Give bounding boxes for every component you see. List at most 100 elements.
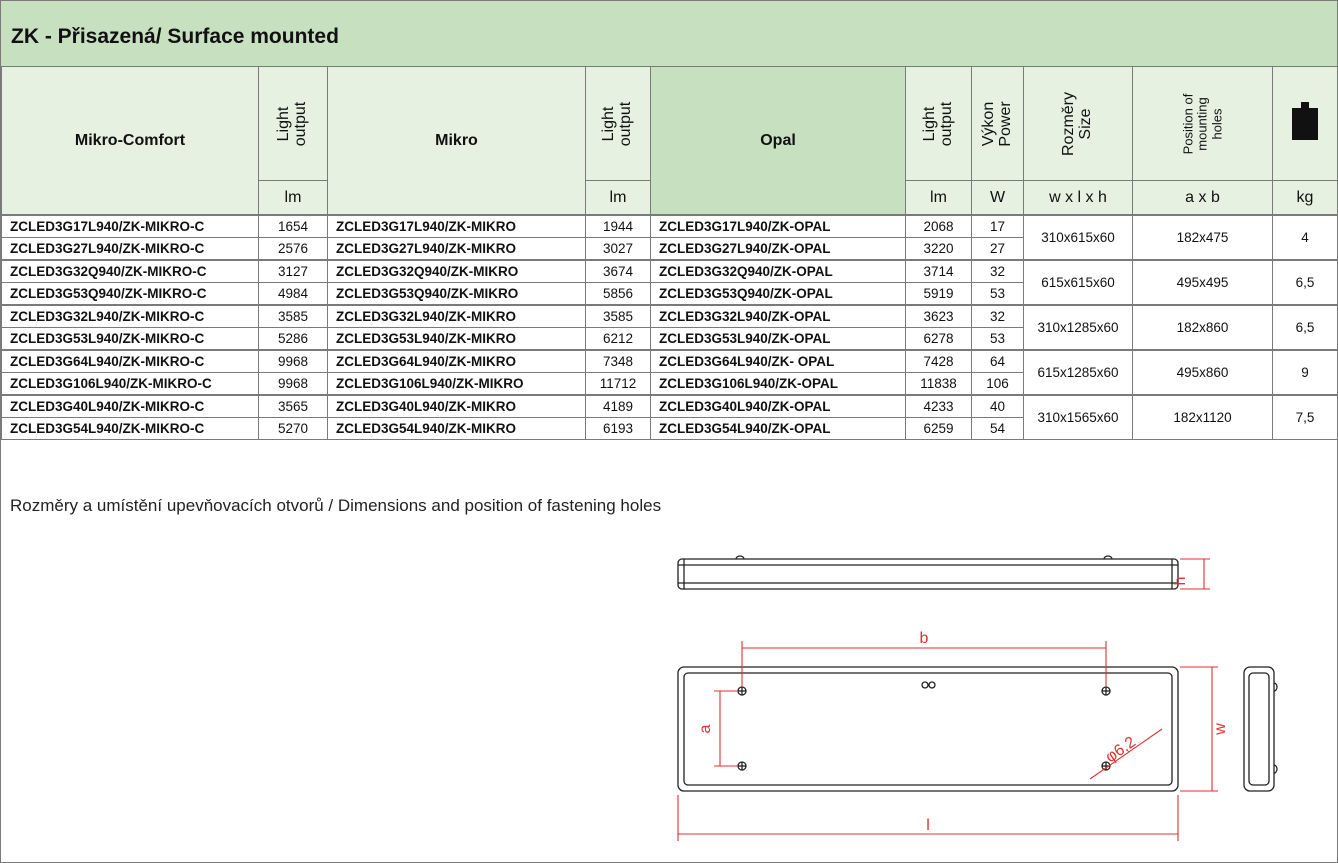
end-view: [1243, 666, 1278, 792]
mikro-code: ZCLED3G54L940/ZK-MIKRO: [327, 417, 586, 440]
page-title: ZK - Přisazená/ Surface mounted: [11, 25, 339, 48]
unit-holes: a x b: [1132, 180, 1273, 216]
opal-code: ZCLED3G53Q940/ZK-OPAL: [650, 282, 906, 306]
label-l: l: [926, 817, 930, 834]
dimension-labels: h b a w l φ6,2: [697, 577, 1229, 834]
table-row: ZCLED3G53L940/ZK-MIKRO-C 5286 ZCLED3G53L94…: [1, 327, 1338, 351]
dimension-drawing: h b a w l φ6,2: [677, 555, 1278, 841]
weight-cell: 6,5: [1272, 304, 1338, 351]
power-w: 32: [971, 304, 1024, 328]
mikro-lm: 3027: [585, 237, 651, 261]
mikro-comfort-code: ZCLED3G53L940/ZK-MIKRO-C: [1, 327, 259, 351]
power-w: 53: [971, 282, 1024, 306]
power-w: 106: [971, 372, 1024, 396]
mikro-comfort-lm: 3565: [258, 394, 328, 418]
mikro-lm: 6193: [585, 417, 651, 440]
power-w: 32: [971, 259, 1024, 283]
opal-code: ZCLED3G106L940/ZK-OPAL: [650, 372, 906, 396]
mikro-comfort-code: ZCLED3G64L940/ZK-MIKRO-C: [1, 349, 259, 373]
mikro-comfort-lm: 2576: [258, 237, 328, 261]
header-row: Mikro-Comfort Light output Mikro Light out…: [1, 66, 1338, 216]
mikro-comfort-lm: 3127: [258, 259, 328, 283]
table-row: ZCLED3G17L940/ZK-MIKRO-C 1654 ZCLED3G17L94…: [1, 214, 1338, 261]
table-row: ZCLED3G54L940/ZK-MIKRO-C 5270 ZCLED3G54L94…: [1, 417, 1338, 440]
opal-lm: 6278: [905, 327, 972, 351]
weight-cell: 7,5: [1272, 394, 1338, 440]
mikro-lm: 6212: [585, 327, 651, 351]
label-b: b: [920, 630, 929, 647]
size-cell: 310x1565x60: [1023, 394, 1133, 440]
opal-lm: 7428: [905, 349, 972, 373]
col-header-holes: Position of mounting holes: [1132, 66, 1273, 181]
label-h: h: [1172, 577, 1189, 586]
caption: Rozměry a umístění upevňovacích otvorů /…: [10, 496, 662, 515]
col-header-mikro-comfort: Mikro-Comfort: [1, 66, 259, 216]
mikro-comfort-lm: 9968: [258, 349, 328, 373]
size-cell: 310x1285x60: [1023, 304, 1133, 351]
opal-code: ZCLED3G32L940/ZK-OPAL: [650, 304, 906, 328]
mikro-code: ZCLED3G64L940/ZK-MIKRO: [327, 349, 586, 373]
mikro-comfort-code: ZCLED3G27L940/ZK-MIKRO-C: [1, 237, 259, 261]
opal-code: ZCLED3G27L940/ZK-OPAL: [650, 237, 906, 261]
power-w: 17: [971, 214, 1024, 238]
table-row: ZCLED3G32Q940/ZK-MIKRO-C 3127 ZCLED3G32Q94…: [1, 259, 1338, 306]
opal-lm: 4233: [905, 394, 972, 418]
mikro-comfort-code: ZCLED3G32L940/ZK-MIKRO-C: [1, 304, 259, 328]
mikro-lm: 3585: [585, 304, 651, 328]
unit-lm: lm: [585, 180, 651, 216]
power-w: 27: [971, 237, 1024, 261]
mikro-code: ZCLED3G53Q940/ZK-MIKRO: [327, 282, 586, 306]
opal-code: ZCLED3G40L940/ZK-OPAL: [650, 394, 906, 418]
label-a: a: [697, 724, 714, 733]
col-header-light-output: Light output: [585, 66, 651, 181]
table-row: ZCLED3G64L940/ZK-MIKRO-C 9968 ZCLED3G64L94…: [1, 349, 1338, 396]
power-w: 40: [971, 394, 1024, 418]
mikro-code: ZCLED3G27L940/ZK-MIKRO: [327, 237, 586, 261]
mikro-lm: 11712: [585, 372, 651, 396]
opal-lm: 3623: [905, 304, 972, 328]
mikro-comfort-code: ZCLED3G40L940/ZK-MIKRO-C: [1, 394, 259, 418]
mikro-comfort-lm: 4984: [258, 282, 328, 306]
mikro-lm: 5856: [585, 282, 651, 306]
label-w: w: [1212, 723, 1229, 736]
weight-cell: 6,5: [1272, 259, 1338, 306]
col-header-mikro: Mikro: [327, 66, 586, 216]
mikro-comfort-code: ZCLED3G53Q940/ZK-MIKRO-C: [1, 282, 259, 306]
mikro-lm: 3674: [585, 259, 651, 283]
table-row: ZCLED3G32L940/ZK-MIKRO-C 3585 ZCLED3G32L94…: [1, 304, 1338, 351]
col-header-size: Rozměry Size: [1023, 66, 1133, 181]
side-view: [677, 555, 1179, 590]
holes-cell: 182x475: [1132, 214, 1273, 261]
table-row: ZCLED3G53Q940/ZK-MIKRO-C 4984 ZCLED3G53Q94…: [1, 282, 1338, 306]
title-bar: ZK - Přisazená/ Surface mounted: [1, 1, 1337, 67]
weight-cell: 9: [1272, 349, 1338, 396]
power-w: 64: [971, 349, 1024, 373]
units-row: lm lm lm W w x l x h a x b kg: [2, 180, 1338, 216]
opal-lm: 3714: [905, 259, 972, 283]
mikro-code: ZCLED3G17L940/ZK-MIKRO: [327, 214, 586, 238]
power-w: 54: [971, 417, 1024, 440]
size-cell: 615x615x60: [1023, 259, 1133, 306]
spec-table: Mikro-Comfort Light output Mikro Light out…: [1, 66, 1338, 440]
opal-lm: 11838: [905, 372, 972, 396]
mikro-code: ZCLED3G40L940/ZK-MIKRO: [327, 394, 586, 418]
col-header-power: Výkon Power: [971, 66, 1024, 181]
weight-icon: [1292, 102, 1318, 140]
mikro-comfort-code: ZCLED3G17L940/ZK-MIKRO-C: [1, 214, 259, 238]
col-header-weight: [1272, 66, 1338, 181]
mikro-lm: 7348: [585, 349, 651, 373]
col-header-opal: Opal: [650, 66, 906, 216]
weight-cell: 4: [1272, 214, 1338, 261]
mikro-comfort-lm: 5286: [258, 327, 328, 351]
mikro-comfort-code: ZCLED3G106L940/ZK-MIKRO-C: [1, 372, 259, 396]
col-header-light-output: Light output: [258, 66, 328, 181]
size-cell: 615x1285x60: [1023, 349, 1133, 396]
mikro-code: ZCLED3G106L940/ZK-MIKRO: [327, 372, 586, 396]
opal-lm: 5919: [905, 282, 972, 306]
opal-code: ZCLED3G32Q940/ZK-OPAL: [650, 259, 906, 283]
mikro-comfort-lm: 3585: [258, 304, 328, 328]
opal-code: ZCLED3G64L940/ZK- OPAL: [650, 349, 906, 373]
mikro-code: ZCLED3G53L940/ZK-MIKRO: [327, 327, 586, 351]
opal-code: ZCLED3G17L940/ZK-OPAL: [650, 214, 906, 238]
table-row: ZCLED3G40L940/ZK-MIKRO-C 3565 ZCLED3G40L94…: [1, 394, 1338, 440]
